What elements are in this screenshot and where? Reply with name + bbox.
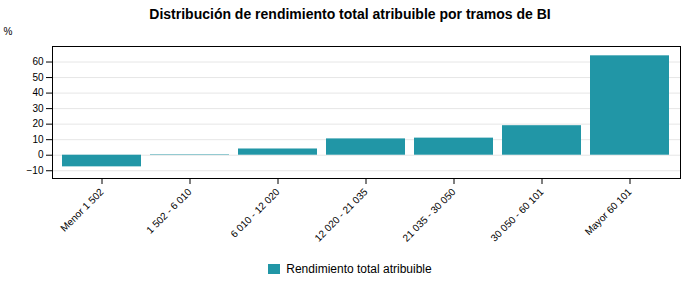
svg-text:30: 30 xyxy=(32,103,44,114)
svg-text:Menor 1 502: Menor 1 502 xyxy=(58,186,106,234)
svg-text:60: 60 xyxy=(32,56,44,67)
svg-text:30 050 - 60 101: 30 050 - 60 101 xyxy=(488,186,546,244)
svg-text:−10: −10 xyxy=(27,165,44,176)
html-text:Rendimiento total atribuible: Rendimiento total atribuible xyxy=(286,262,432,276)
svg-text:40: 40 xyxy=(32,87,44,98)
svg-text:12 020 - 21 035: 12 020 - 21 035 xyxy=(312,186,370,244)
svg-text:Mayor 60 101: Mayor 60 101 xyxy=(583,186,634,237)
svg-text:21 035 - 30 050: 21 035 - 30 050 xyxy=(400,186,458,244)
svg-text:6 010 - 12 020: 6 010 - 12 020 xyxy=(228,186,282,240)
svg-text:20: 20 xyxy=(32,118,44,129)
html-text:Distribución de rendimiento to: Distribución de rendimiento total atribu… xyxy=(149,6,551,22)
svg-text:1 502 - 6 010: 1 502 - 6 010 xyxy=(144,186,194,236)
svg-text:0: 0 xyxy=(38,149,44,160)
svg-text:10: 10 xyxy=(32,134,44,145)
svg-text:50: 50 xyxy=(32,72,44,83)
svg-text:%: % xyxy=(4,26,13,37)
